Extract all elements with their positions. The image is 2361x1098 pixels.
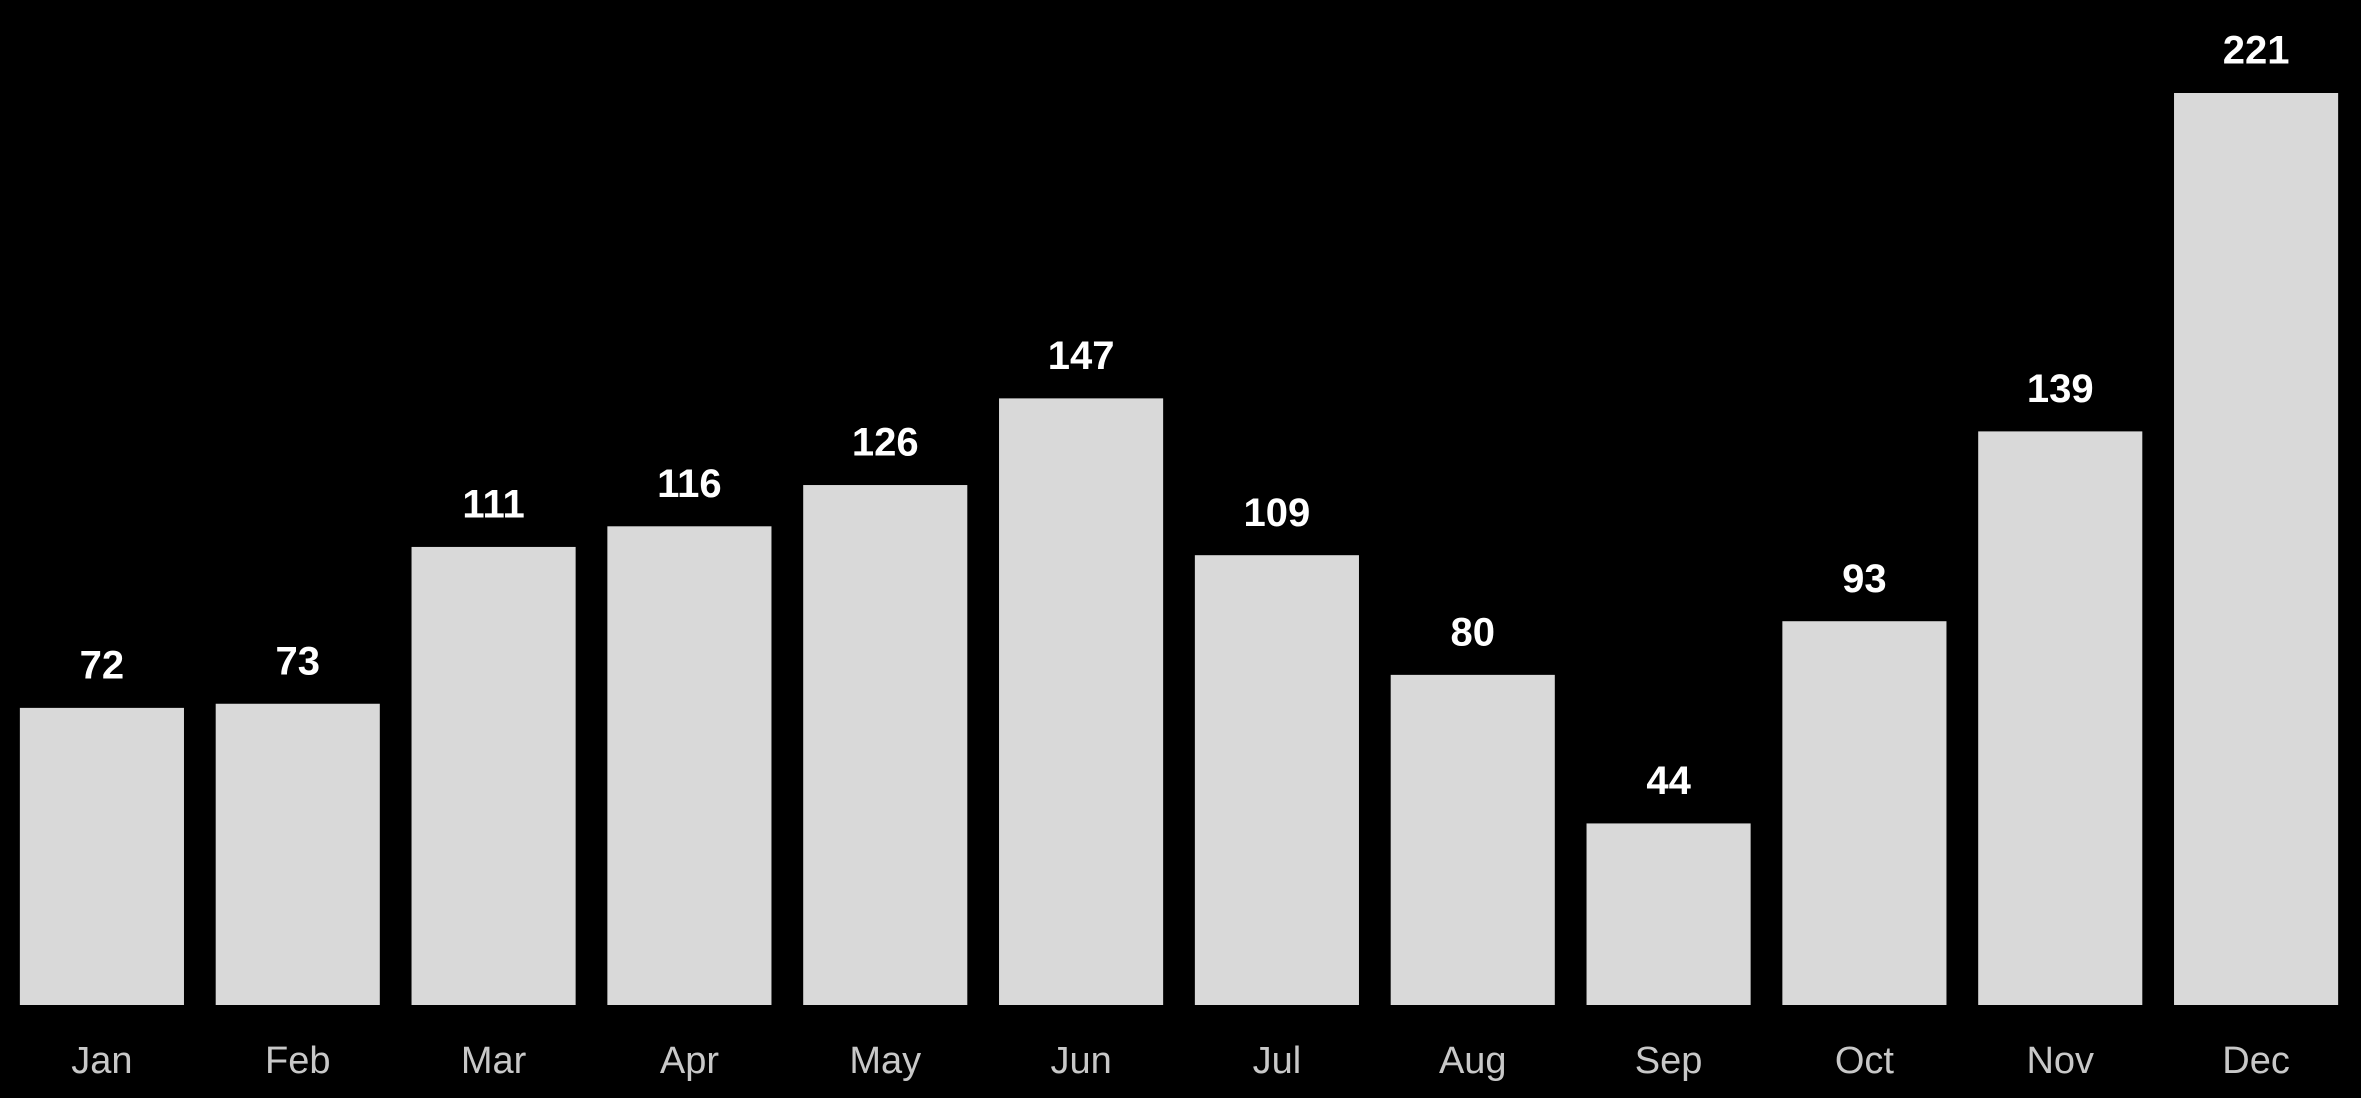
bar	[803, 485, 968, 1005]
value-label: 93	[1842, 557, 1887, 601]
bar	[1978, 431, 2143, 1005]
value-label: 72	[80, 643, 125, 687]
bar	[19, 707, 184, 1005]
bar	[1390, 674, 1555, 1005]
x-tick-label: Aug	[1439, 1040, 1507, 1082]
x-tick-label: Jun	[1050, 1040, 1111, 1082]
bar	[1194, 555, 1359, 1005]
x-tick-label: Feb	[265, 1040, 330, 1082]
value-label: 111	[462, 482, 524, 526]
value-label: 73	[276, 639, 321, 683]
x-tick-label: Mar	[461, 1040, 527, 1082]
bar	[411, 546, 576, 1005]
bar	[999, 398, 1164, 1005]
value-label: 44	[1646, 759, 1691, 803]
bar	[1586, 823, 1751, 1005]
x-tick-label: Nov	[2026, 1040, 2094, 1082]
x-tick-label: Oct	[1835, 1040, 1895, 1082]
bar	[1782, 621, 1947, 1005]
x-tick-label: Jul	[1253, 1040, 1302, 1082]
bar	[2174, 93, 2339, 1005]
value-label: 221	[2223, 29, 2290, 73]
value-label: 147	[1048, 334, 1115, 378]
x-tick-label: Jan	[71, 1040, 132, 1082]
x-tick-label: Apr	[660, 1040, 719, 1082]
bar	[607, 526, 772, 1005]
value-label: 116	[657, 462, 722, 506]
x-tick-label: May	[849, 1040, 921, 1082]
bar	[215, 703, 380, 1005]
value-label: 139	[2027, 367, 2094, 411]
value-label: 80	[1451, 610, 1496, 654]
value-label: 109	[1244, 491, 1311, 535]
x-tick-label: Dec	[2222, 1040, 2290, 1082]
x-tick-label: Sep	[1635, 1040, 1703, 1082]
value-label: 126	[852, 421, 919, 465]
